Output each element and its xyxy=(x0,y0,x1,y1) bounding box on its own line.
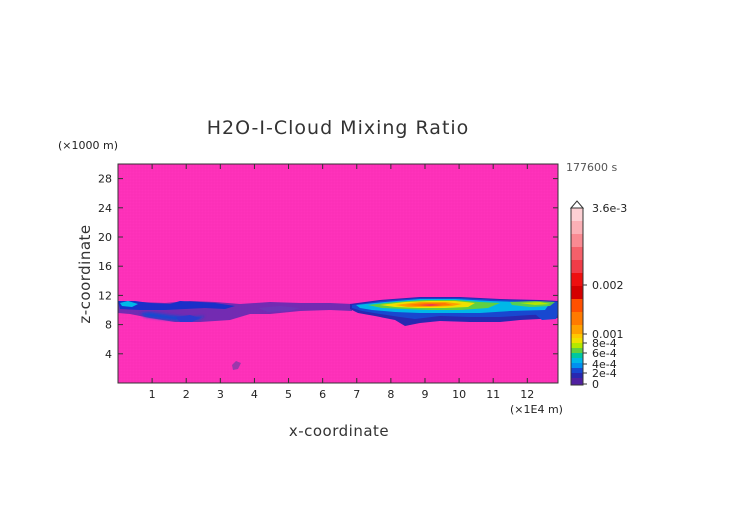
chart-title: H2O-I-Cloud Mixing Ratio xyxy=(207,117,470,139)
west-anvil xyxy=(118,301,352,370)
y-tick-label: 24 xyxy=(98,202,112,215)
colorbar-swatch xyxy=(571,358,583,363)
colorbar-swatch xyxy=(571,273,583,286)
cloud-field xyxy=(118,297,558,370)
x-tick-label: 11 xyxy=(486,388,500,401)
colorbar-swatch xyxy=(571,368,583,373)
colorbar-swatch xyxy=(571,343,583,348)
x-tick-label: 12 xyxy=(520,388,534,401)
colorbar-swatch xyxy=(571,334,583,338)
y-tick-label: 12 xyxy=(98,289,112,302)
y-tick-label: 20 xyxy=(98,231,112,244)
x-axis-label: x-coordinate xyxy=(289,422,389,440)
time-label: 177600 s xyxy=(566,161,617,174)
colorbar-swatch xyxy=(571,312,583,325)
colorbar-label: 0.001 xyxy=(592,328,624,341)
x-axis: 1 2 3 4 5 6 7 8 9 10 11 12 xyxy=(149,164,534,401)
x-tick-label: 4 xyxy=(251,388,258,401)
colorbar-label: 6e-4 xyxy=(592,347,617,360)
x-tick-label: 8 xyxy=(387,388,394,401)
colorbar xyxy=(570,207,584,386)
colorbar-swatch xyxy=(571,325,583,334)
colorbar-swatch xyxy=(571,299,583,312)
y-unit-label: (×1000 m) xyxy=(58,139,118,152)
x-tick-label: 1 xyxy=(149,388,156,401)
y-axis: 4 8 12 16 20 24 28 xyxy=(98,173,558,361)
colorbar-label: 4e-4 xyxy=(592,358,617,371)
colorbar-label: 0 xyxy=(592,378,599,391)
x-tick-label: 9 xyxy=(421,388,428,401)
colorbar-swatch xyxy=(571,378,583,385)
x-tick-label: 7 xyxy=(353,388,360,401)
colorbar-swatch xyxy=(571,234,583,247)
colorbar-label: 2e-4 xyxy=(592,367,617,380)
colorbar-label: 0.002 xyxy=(592,279,624,292)
colorbar-swatch xyxy=(571,260,583,273)
y-tick-label: 8 xyxy=(105,319,112,332)
x-unit-label: (×1E4 m) xyxy=(510,403,563,416)
colorbar-swatch xyxy=(571,353,583,358)
y-tick-label: 28 xyxy=(98,173,112,186)
y-tick-label: 4 xyxy=(105,348,112,361)
plot-frame xyxy=(117,163,559,384)
x-tick-label: 3 xyxy=(217,388,224,401)
colorbar-swatch xyxy=(571,373,583,378)
x-tick-label: 5 xyxy=(285,388,292,401)
colorbar-swatch xyxy=(571,247,583,260)
y-axis-label: z-coordinate xyxy=(76,224,94,323)
colorbar-swatch xyxy=(571,221,583,234)
east-anvil xyxy=(350,297,558,326)
colorbar-swatch xyxy=(571,208,583,221)
x-tick-label: 2 xyxy=(183,388,190,401)
colorbar-swatch xyxy=(571,338,583,343)
x-tick-label: 10 xyxy=(452,388,466,401)
plot-grid xyxy=(118,164,558,383)
colorbar-swatch xyxy=(571,348,583,353)
colorbar-max-label: 3.6e-3 xyxy=(592,202,627,215)
x-tick-label: 6 xyxy=(319,388,326,401)
y-tick-label: 16 xyxy=(98,260,112,273)
colorbar-max-arrow xyxy=(569,200,585,209)
colorbar-swatch xyxy=(571,286,583,299)
colorbar-label: 8e-4 xyxy=(592,337,617,350)
colorbar-swatch xyxy=(571,363,583,368)
